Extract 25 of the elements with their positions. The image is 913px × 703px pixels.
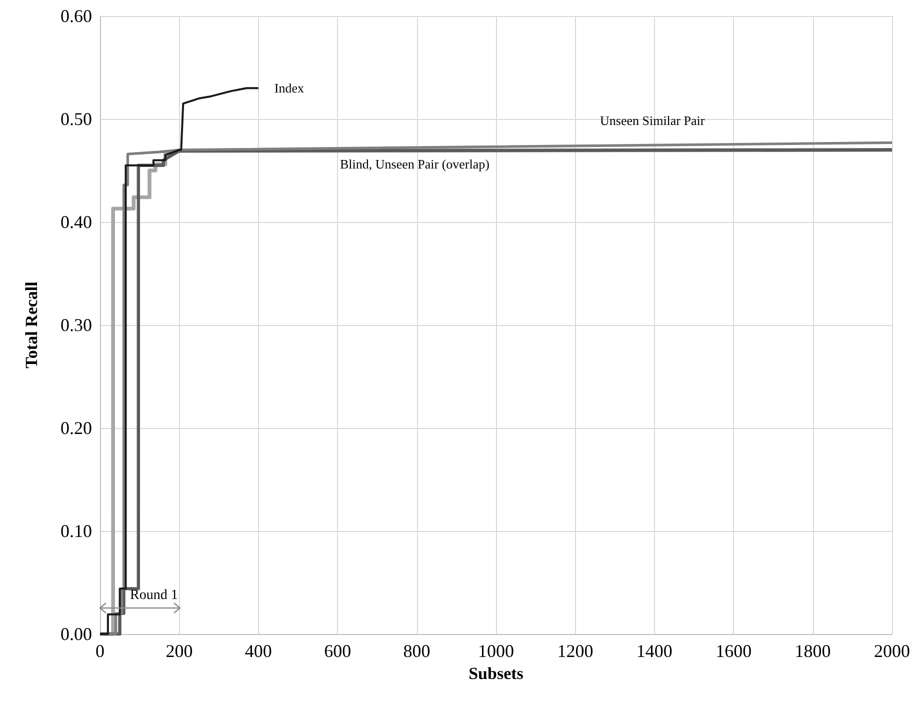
x-tick-label: 1600 — [716, 641, 752, 661]
y-tick-label: 0.50 — [60, 109, 92, 129]
x-tick-label: 1000 — [478, 641, 514, 661]
y-tick-label: 0.20 — [60, 418, 92, 438]
series-label: Index — [274, 80, 304, 96]
x-tick-label: 400 — [244, 641, 272, 661]
line-series — [99, 87, 260, 635]
x-tick-label: 1400 — [636, 641, 672, 661]
y-tick-label: 0.40 — [60, 212, 92, 232]
x-tick-label: 0 — [96, 641, 104, 661]
x-tick-label: 1200 — [557, 641, 594, 661]
x-tick-label: 2000 — [874, 641, 910, 661]
y-tick-label: 0.10 — [60, 521, 92, 541]
x-tick-label: 1800 — [794, 641, 831, 661]
x-axis-title: Subsets — [468, 664, 524, 683]
y-tick-label: 0.60 — [60, 6, 92, 26]
x-tick-label: 800 — [403, 641, 430, 661]
y-tick-label: 0.00 — [60, 624, 92, 644]
y-axis-title: Total Recall — [22, 281, 41, 368]
series-label: Unseen Similar Pair — [600, 113, 706, 128]
annotation: Round 1 — [130, 588, 178, 604]
series-label: Blind, Unseen Pair (overlap) — [340, 156, 490, 172]
y-tick-label: 0.30 — [60, 315, 92, 335]
x-tick-label: 200 — [166, 641, 193, 661]
x-tick-label: 600 — [324, 641, 352, 661]
